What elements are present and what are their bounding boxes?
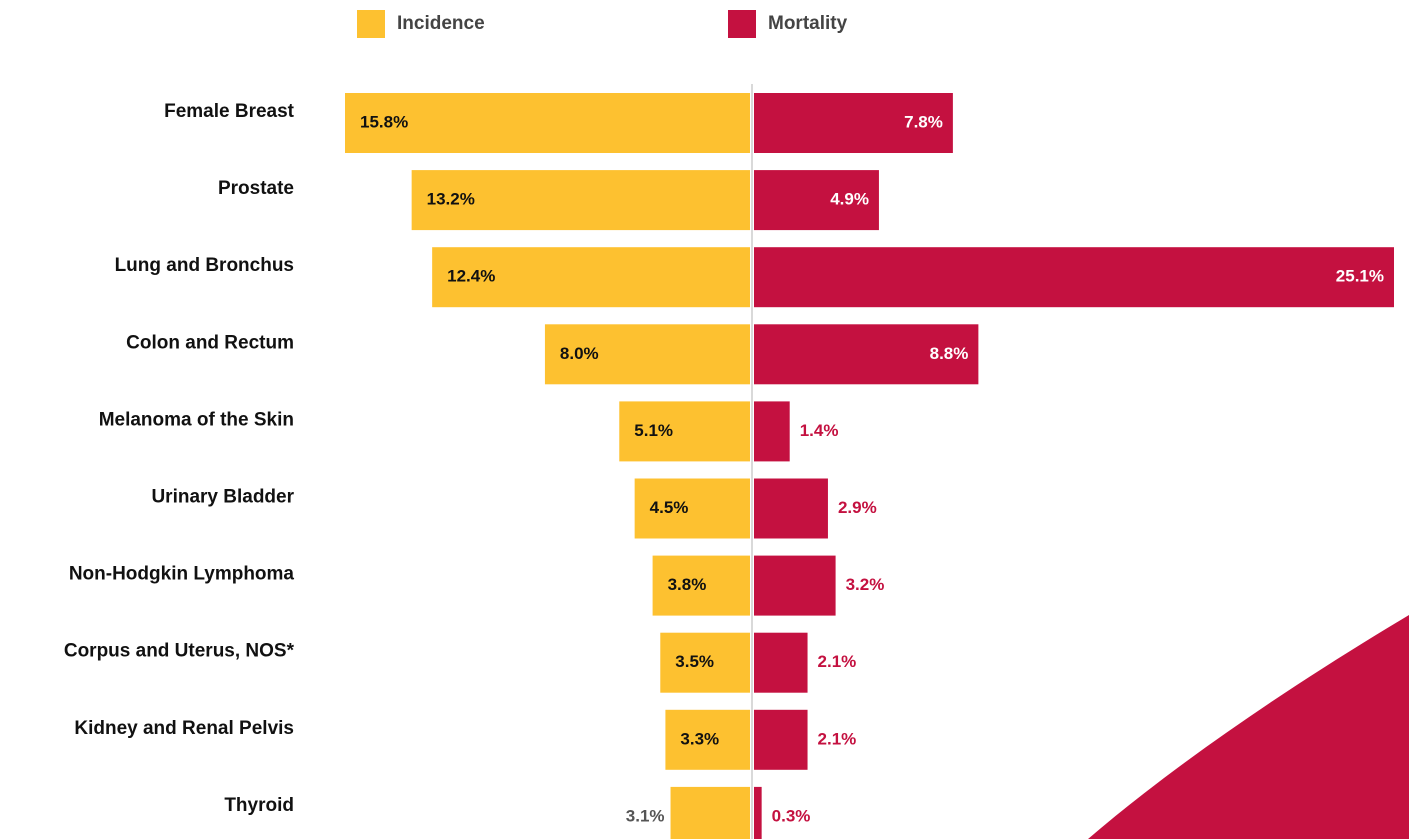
category-label: Urinary Bladder xyxy=(151,487,294,508)
legend-label-incidence: Incidence xyxy=(397,13,485,34)
mortality-value-label: 1.4% xyxy=(800,421,839,440)
incidence-value-label: 8.0% xyxy=(560,344,599,363)
mortality-bar xyxy=(754,709,808,770)
mortality-bar xyxy=(754,401,790,462)
incidence-value-label: 4.5% xyxy=(650,498,689,517)
mortality-value-label: 3.2% xyxy=(846,575,885,594)
incidence-bar xyxy=(652,555,750,616)
mortality-bar xyxy=(754,247,1394,308)
category-label: Female Breast xyxy=(164,101,295,122)
mortality-bar xyxy=(754,478,828,539)
incidence-bar xyxy=(660,632,750,693)
incidence-value-label: 3.1% xyxy=(626,806,665,825)
category-label: Melanoma of the Skin xyxy=(99,409,294,430)
incidence-value-label: 13.2% xyxy=(427,190,475,209)
legend-item-mortality: Mortality xyxy=(728,10,847,38)
incidence-value-label: 3.8% xyxy=(668,575,707,594)
decorative-corner-shape xyxy=(1088,615,1409,839)
mortality-value-label: 8.8% xyxy=(930,344,969,363)
category-label: Lung and Bronchus xyxy=(115,255,294,276)
mortality-bar xyxy=(754,170,879,231)
category-label: Prostate xyxy=(218,178,294,199)
legend-swatch-mortality xyxy=(728,10,756,38)
incidence-bar xyxy=(432,247,750,308)
category-label: Colon and Rectum xyxy=(126,332,294,353)
mortality-bar xyxy=(754,555,836,616)
legend-swatch-incidence xyxy=(357,10,385,38)
incidence-value-label: 3.5% xyxy=(675,652,714,671)
mortality-value-label: 2.1% xyxy=(818,729,857,748)
legend-label-mortality: Mortality xyxy=(768,13,848,34)
mortality-value-label: 4.9% xyxy=(830,190,869,209)
category-label: Kidney and Renal Pelvis xyxy=(74,718,294,739)
incidence-bar xyxy=(665,709,750,770)
incidence-bar xyxy=(345,93,750,153)
mortality-value-label: 2.9% xyxy=(838,498,877,517)
category-label: Non-Hodgkin Lymphoma xyxy=(69,564,295,585)
incidence-value-label: 12.4% xyxy=(447,267,495,286)
mortality-value-label: 0.3% xyxy=(772,806,811,825)
legend-item-incidence: Incidence xyxy=(357,10,485,38)
incidence-bar xyxy=(544,324,750,385)
mortality-bar xyxy=(754,93,953,153)
incidence-bar xyxy=(634,478,750,539)
mortality-bar xyxy=(754,786,762,839)
mortality-bar xyxy=(754,632,808,693)
legend: Incidence Mortality xyxy=(0,0,1409,50)
incidence-bar xyxy=(619,401,750,462)
incidence-bar xyxy=(670,786,750,839)
mortality-value-label: 2.1% xyxy=(818,652,857,671)
mortality-bar xyxy=(754,324,979,385)
incidence-value-label: 5.1% xyxy=(634,421,673,440)
incidence-value-label: 3.3% xyxy=(680,729,719,748)
incidence-value-label: 15.8% xyxy=(360,112,408,131)
incidence-bar xyxy=(411,170,750,231)
category-label: Corpus and Uterus, NOS* xyxy=(64,641,295,662)
category-label: Thyroid xyxy=(224,795,294,816)
mortality-value-label: 7.8% xyxy=(904,112,943,131)
mortality-value-label: 25.1% xyxy=(1336,267,1384,286)
